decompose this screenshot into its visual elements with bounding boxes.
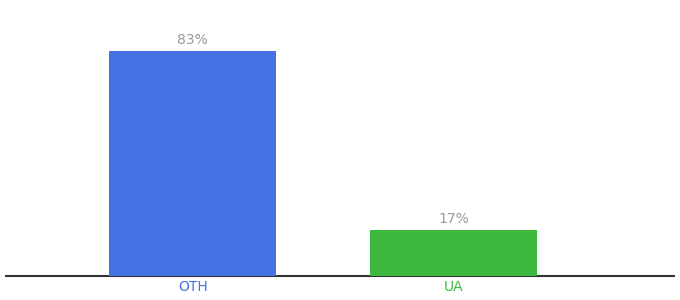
Bar — [109, 52, 277, 276]
Bar — [370, 230, 537, 276]
Text: 83%: 83% — [177, 33, 208, 47]
Text: 17%: 17% — [439, 212, 469, 226]
